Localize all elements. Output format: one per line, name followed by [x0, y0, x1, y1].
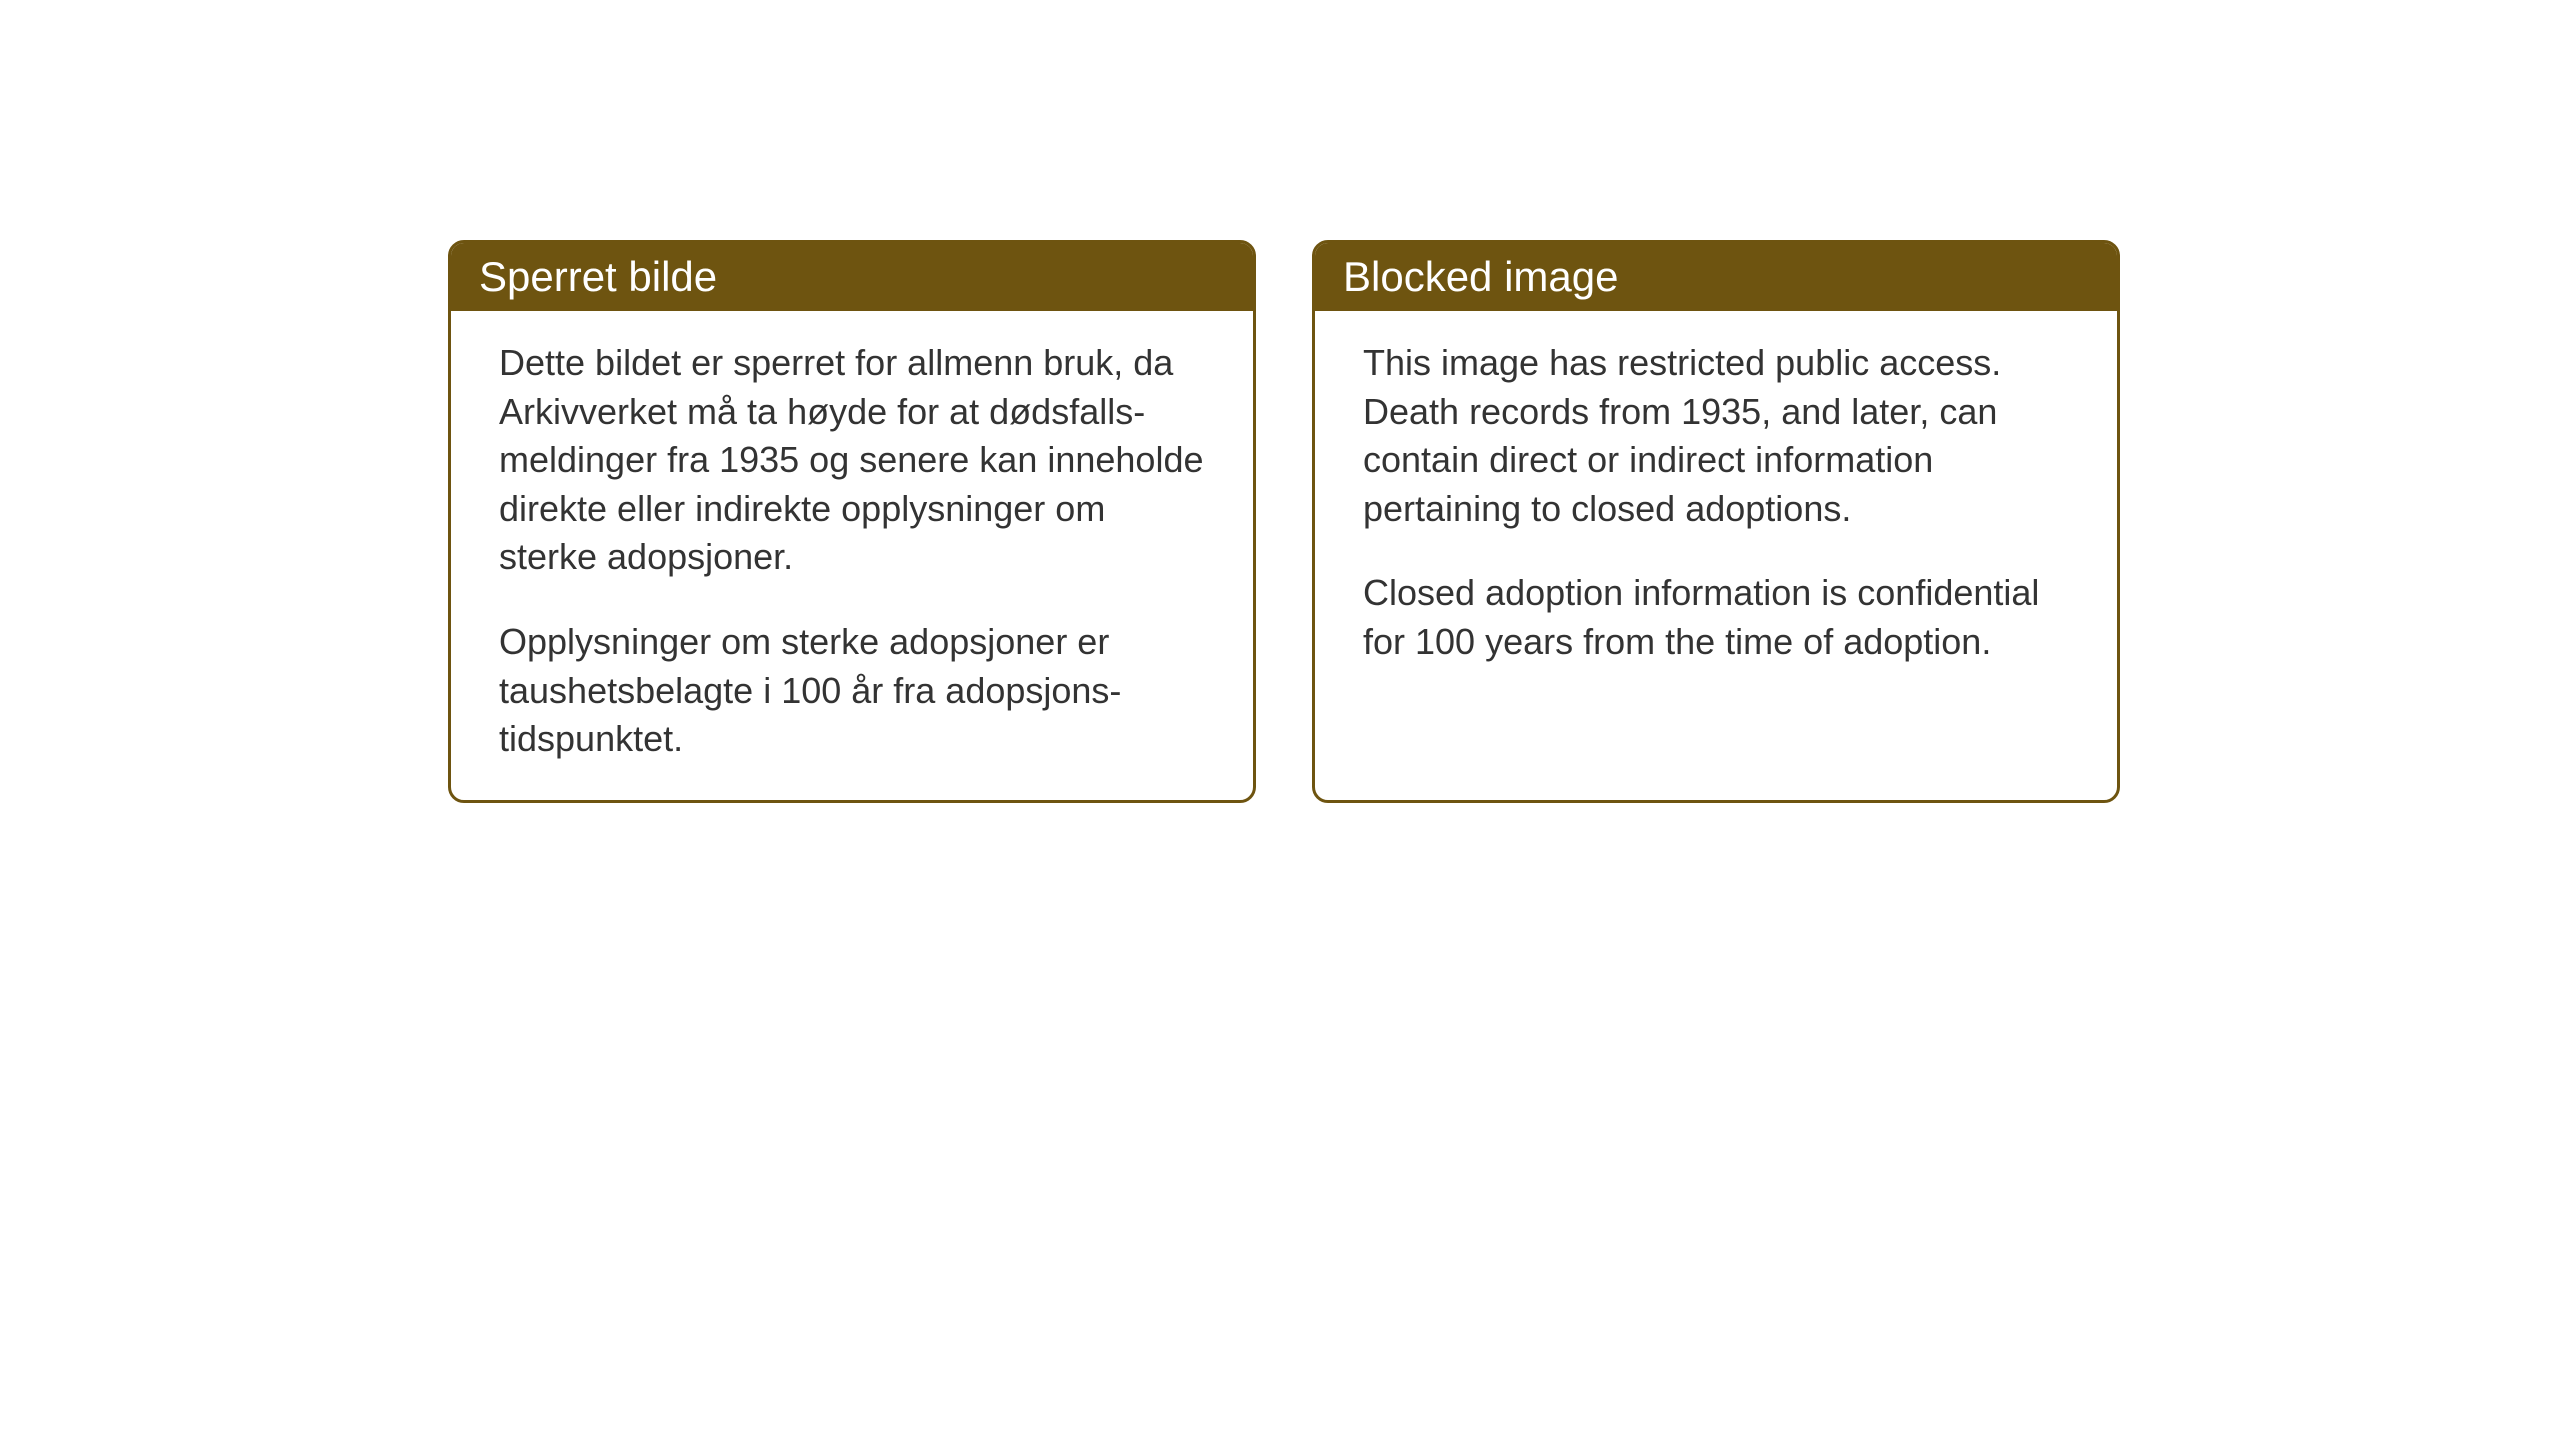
card-english: Blocked image This image has restricted … — [1312, 240, 2120, 803]
card-body-norwegian: Dette bildet er sperret for allmenn bruk… — [451, 311, 1253, 800]
card-para2-english: Closed adoption information is confident… — [1363, 569, 2069, 666]
card-para1-norwegian: Dette bildet er sperret for allmenn bruk… — [499, 339, 1205, 582]
card-para1-english: This image has restricted public access.… — [1363, 339, 2069, 533]
card-title-norwegian: Sperret bilde — [479, 253, 717, 300]
card-title-english: Blocked image — [1343, 253, 1618, 300]
cards-container: Sperret bilde Dette bildet er sperret fo… — [448, 240, 2120, 803]
card-body-english: This image has restricted public access.… — [1315, 311, 2117, 703]
card-header-norwegian: Sperret bilde — [451, 243, 1253, 311]
card-header-english: Blocked image — [1315, 243, 2117, 311]
card-norwegian: Sperret bilde Dette bildet er sperret fo… — [448, 240, 1256, 803]
card-para2-norwegian: Opplysninger om sterke adopsjoner er tau… — [499, 618, 1205, 764]
